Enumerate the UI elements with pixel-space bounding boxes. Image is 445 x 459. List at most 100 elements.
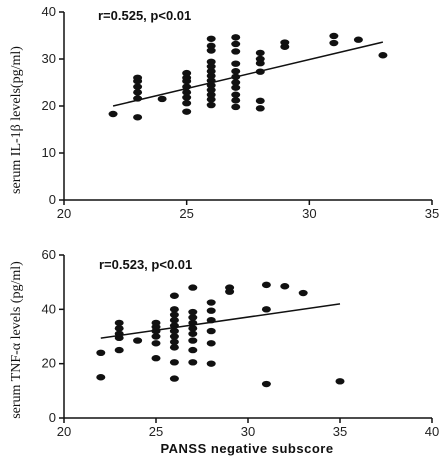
il1b-data-point [182, 89, 192, 96]
tnfa-data-point [261, 380, 271, 388]
il1b-data-point [157, 95, 167, 103]
tnfa-data-point [96, 349, 106, 356]
il1b-data-point [206, 72, 216, 80]
tnfa-data-point [188, 314, 198, 321]
il1b-data-point [255, 55, 265, 63]
il1b-data-point [231, 84, 241, 91]
il1b-x-tick-label: 25 [179, 206, 193, 221]
tnfa-data-point [206, 340, 216, 347]
tnfa-data-point [335, 378, 345, 385]
tnfa-data-point [151, 340, 161, 347]
il1b-data-point [206, 63, 216, 70]
il1b-data-point [108, 110, 118, 118]
il1b-data-point [231, 91, 241, 98]
il1b-y-tick-label: 20 [42, 98, 56, 113]
tnfa-scatter-chart: r=0.523, p<0.01 serum TNF-α levels (pg/m… [9, 247, 439, 456]
il1b-data-point [255, 105, 265, 112]
il1b-data-point [255, 49, 265, 57]
tnfa-data-point [169, 327, 179, 335]
tnfa-data-point [225, 284, 235, 291]
tnfa-data-point [188, 337, 198, 344]
tnfa-data-point [151, 355, 161, 362]
il1b-data-point [206, 101, 216, 109]
tnfa-data-point [169, 333, 179, 340]
tnfa-data-point [133, 337, 143, 344]
tnfa-y-tick-label: 60 [42, 247, 56, 262]
tnfa-data-point [188, 308, 198, 316]
il1b-y-tick-label: 10 [42, 145, 56, 160]
tnfa-x-tick-label: 20 [57, 424, 71, 439]
il1b-data-point [231, 48, 241, 55]
il1b-x-tick-label: 20 [57, 206, 71, 221]
tnfa-data-point [206, 299, 216, 306]
tnfa-y-tick-label: 40 [42, 301, 56, 316]
il1b-y-axis-label: serum IL-1β levels(pg/ml) [9, 46, 24, 194]
tnfa-data-point [169, 338, 179, 346]
tnfa-data-point [261, 281, 271, 289]
il1b-y-tick-label: 30 [42, 51, 56, 66]
il1b-data-point [206, 91, 216, 98]
tnfa-y-tick-label: 20 [42, 356, 56, 371]
tnfa-y-axis-label: serum TNF-α levels (pg/ml) [9, 261, 24, 419]
il1b-data-point [255, 97, 265, 105]
il1b-data-point [231, 68, 241, 75]
il1b-data-point [182, 69, 192, 77]
tnfa-correlation-annotation: r=0.523, p<0.01 [99, 257, 192, 272]
tnfa-data-point [169, 306, 179, 313]
tnfa-data-point [151, 319, 161, 327]
tnfa-data-point [206, 360, 216, 367]
tnfa-data-point [169, 359, 179, 366]
il1b-data-point [206, 35, 216, 42]
il1b-data-point [378, 52, 388, 59]
tnfa-data-point [188, 330, 198, 337]
il1b-y-tick-label: 40 [42, 4, 56, 19]
tnfa-data-point [169, 317, 179, 324]
tnfa-data-point [188, 284, 198, 291]
tnfa-data-point [169, 375, 179, 382]
il1b-data-point [206, 47, 216, 54]
il1b-data-point [182, 94, 192, 101]
il1b-regression-line [112, 41, 384, 107]
tnfa-y-tick-label: 0 [49, 410, 56, 425]
il1b-data-point [231, 97, 241, 104]
il1b-data-point [231, 79, 241, 86]
tnfa-data-point [114, 346, 124, 354]
il1b-y-tick-label: 0 [49, 192, 56, 207]
il1b-data-point [206, 96, 216, 103]
il1b-data-point [231, 34, 241, 41]
tnfa-x-axis-label: PANSS negative subscore [160, 441, 333, 456]
tnfa-data-point [280, 283, 290, 290]
il1b-data-point [206, 86, 216, 94]
il1b-data-point [280, 39, 290, 46]
tnfa-x-tick-label: 25 [149, 424, 163, 439]
tnfa-data-point [261, 306, 271, 313]
tnfa-x-tick-label: 40 [425, 424, 439, 439]
il1b-data-point [133, 114, 143, 121]
il1b-correlation-annotation: r=0.525, p<0.01 [98, 8, 191, 23]
il1b-scatter-chart: r=0.525, p<0.01 serum IL-1β levels(pg/ml… [9, 4, 439, 221]
tnfa-data-point [188, 325, 198, 332]
il1b-data-point [133, 89, 143, 96]
il1b-data-point [231, 40, 241, 48]
tnfa-data-point [169, 344, 179, 351]
tnfa-data-point [298, 289, 308, 297]
tnfa-data-point [169, 292, 179, 299]
tnfa-data-point [188, 346, 198, 354]
tnfa-data-point [206, 307, 216, 314]
tnfa-x-tick-label: 30 [241, 424, 255, 439]
il1b-data-point [182, 74, 192, 82]
tnfa-data-point [169, 311, 179, 318]
il1b-data-point [182, 108, 192, 115]
tnfa-data-point [96, 374, 106, 381]
tnfa-data-point [206, 327, 216, 335]
il1b-data-point [329, 32, 339, 40]
il1b-data-point [329, 39, 339, 47]
il1b-data-point [353, 36, 363, 43]
il1b-data-point [206, 58, 216, 66]
il1b-data-point [231, 60, 241, 67]
il1b-data-point [133, 83, 143, 90]
tnfa-data-point [151, 333, 161, 340]
il1b-x-tick-label: 35 [425, 206, 439, 221]
tnfa-data-point [114, 325, 124, 332]
